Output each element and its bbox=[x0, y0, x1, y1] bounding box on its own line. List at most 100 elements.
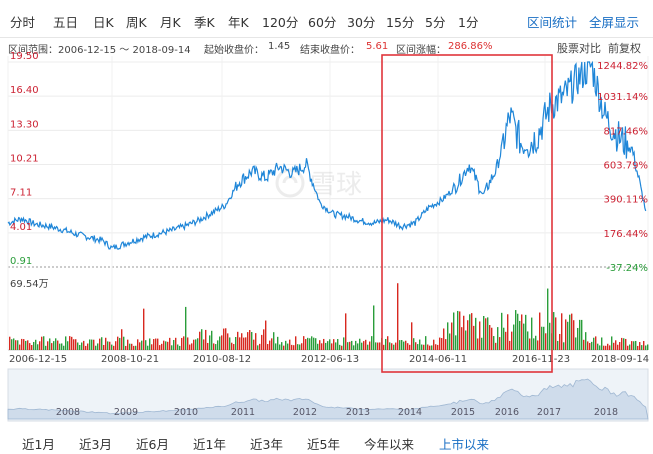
volume-bar bbox=[251, 332, 253, 350]
tab-last-3-years[interactable]: 近3年 bbox=[250, 437, 283, 452]
tab-year-to-date[interactable]: 今年以来 bbox=[364, 437, 415, 452]
volume-bar bbox=[505, 331, 507, 350]
volume-bars bbox=[9, 283, 649, 350]
volume-bar bbox=[67, 341, 69, 350]
stock-chart[interactable]: 雪球 19.50 1244.82% 16.40 1031.14% 13.30 817.46… bbox=[0, 0, 653, 426]
volume-bar bbox=[307, 337, 309, 350]
range-label: 区间范围：2006-12-15 ～ 2018-09-14 bbox=[8, 45, 191, 56]
volume-bar bbox=[397, 283, 399, 350]
volume-bar bbox=[279, 344, 281, 350]
volume-bar bbox=[329, 339, 331, 350]
volume-bar bbox=[353, 345, 355, 350]
volume-bar bbox=[109, 341, 111, 350]
tab-five-day[interactable]: 五日 bbox=[53, 15, 79, 30]
volume-bar bbox=[209, 335, 211, 350]
volume-bar bbox=[423, 344, 425, 350]
navigator-year-label: 2009 bbox=[114, 407, 138, 418]
volume-bar bbox=[193, 339, 195, 350]
volume-bar bbox=[645, 345, 647, 350]
tab-yearly-k[interactable]: 年K bbox=[228, 15, 249, 30]
tab-last-6-months[interactable]: 近6月 bbox=[136, 437, 169, 452]
volume-bar bbox=[471, 313, 473, 350]
tab-60min[interactable]: 60分 bbox=[308, 15, 337, 30]
volume-bar bbox=[533, 338, 535, 350]
adjust-mode-button[interactable]: 前复权 bbox=[608, 42, 641, 55]
volume-bar bbox=[201, 329, 203, 350]
volume-bar bbox=[253, 339, 255, 350]
volume-bar bbox=[371, 336, 373, 350]
tab-1min[interactable]: 1分 bbox=[458, 15, 479, 30]
tab-last-3-months[interactable]: 近3月 bbox=[79, 437, 112, 452]
volume-bar bbox=[173, 340, 175, 350]
fullscreen-link[interactable]: 全屏显示 bbox=[589, 15, 640, 30]
volume-bar bbox=[327, 341, 329, 350]
volume-bar bbox=[435, 344, 437, 350]
tab-last-1-year[interactable]: 近1年 bbox=[193, 437, 226, 452]
volume-bar bbox=[543, 326, 545, 350]
volume-bar bbox=[169, 337, 171, 350]
tab-last-1-month[interactable]: 近1月 bbox=[22, 437, 55, 452]
volume-bar bbox=[587, 341, 589, 350]
volume-bar bbox=[123, 336, 125, 350]
volume-bar bbox=[89, 339, 91, 350]
tab-15min[interactable]: 15分 bbox=[386, 15, 415, 30]
volume-bar bbox=[635, 340, 637, 350]
tab-quarterly-k[interactable]: 季K bbox=[194, 15, 215, 30]
tab-since-listing[interactable]: 上市以来 bbox=[439, 437, 490, 452]
volume-bar bbox=[535, 335, 537, 350]
tab-last-5-years[interactable]: 近5年 bbox=[307, 437, 340, 452]
volume-bar bbox=[157, 338, 159, 350]
start-price-label: 起始收盘价： bbox=[204, 45, 264, 56]
volume-bar bbox=[531, 317, 533, 350]
volume-bar bbox=[325, 342, 327, 350]
volume-bar bbox=[611, 336, 613, 350]
volume-bar bbox=[205, 329, 207, 350]
volume-bar bbox=[427, 344, 429, 350]
stock-compare-button[interactable]: 股票对比 bbox=[557, 42, 601, 55]
volume-bar bbox=[333, 339, 335, 350]
x-tick-label: 2010-08-12 bbox=[193, 354, 251, 365]
tab-monthly-k[interactable]: 月K bbox=[160, 15, 181, 30]
volume-bar bbox=[59, 343, 61, 350]
volume-bar bbox=[559, 333, 561, 350]
volume-bar bbox=[53, 341, 55, 350]
volume-bar bbox=[553, 312, 555, 350]
volume-bar bbox=[319, 340, 321, 350]
volume-bar bbox=[79, 344, 81, 350]
y-left-tick-label: 0.91 bbox=[10, 256, 32, 267]
volume-bar bbox=[91, 339, 93, 350]
watermark-text: 雪球 bbox=[310, 170, 362, 200]
navigator-year-label: 2012 bbox=[293, 407, 317, 418]
volume-bar bbox=[457, 310, 459, 350]
tab-weekly-k[interactable]: 周K bbox=[126, 15, 147, 30]
volume-bar bbox=[131, 343, 133, 350]
volume-bar bbox=[429, 345, 431, 350]
volume-bar bbox=[401, 340, 403, 350]
volume-bar bbox=[355, 340, 357, 350]
volume-bar bbox=[185, 306, 187, 350]
volume-bar bbox=[199, 331, 201, 350]
tab-120min[interactable]: 120分 bbox=[262, 15, 299, 30]
y-right-tick-label: 1031.14% bbox=[597, 92, 648, 103]
volume-bar bbox=[55, 338, 57, 350]
volume-bar bbox=[501, 312, 503, 350]
volume-bar bbox=[351, 340, 353, 350]
interval-stats-link[interactable]: 区间统计 bbox=[527, 15, 578, 30]
volume-bar bbox=[521, 314, 523, 350]
tab-5min[interactable]: 5分 bbox=[425, 15, 446, 30]
tab-30min[interactable]: 30分 bbox=[347, 15, 376, 30]
volume-bar bbox=[631, 341, 633, 350]
volume-bar bbox=[569, 314, 571, 350]
volume-bar bbox=[419, 339, 421, 350]
tab-intraday[interactable]: 分时 bbox=[10, 15, 36, 30]
volume-bar bbox=[255, 333, 257, 350]
volume-bar bbox=[577, 327, 579, 350]
volume-bar bbox=[197, 338, 199, 350]
volume-bar bbox=[17, 340, 19, 350]
volume-bar bbox=[455, 335, 457, 350]
tab-daily-k[interactable]: 日K bbox=[93, 15, 114, 30]
volume-bar bbox=[597, 343, 599, 350]
volume-bar bbox=[547, 288, 549, 350]
volume-bar bbox=[433, 339, 435, 350]
volume-bar bbox=[133, 345, 135, 350]
